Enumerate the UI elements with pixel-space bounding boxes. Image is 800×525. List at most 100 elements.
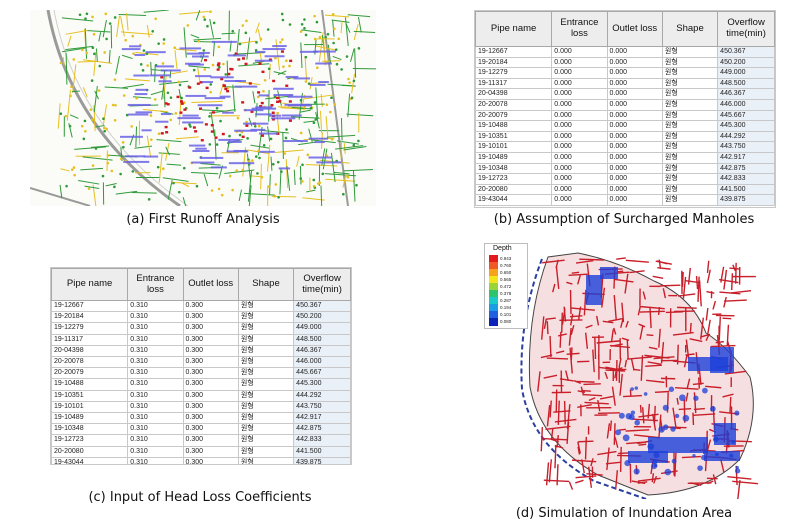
cell-outlet-loss[interactable]: 0.300 bbox=[182, 434, 239, 447]
table-row[interactable]: 20-20079 0.310 0.300 원형 445.667 bbox=[51, 367, 351, 380]
cell-pipe-name[interactable]: 19-11317 bbox=[51, 333, 129, 346]
cell-entrance-loss[interactable]: 0.000 bbox=[551, 173, 608, 185]
cell-shape[interactable]: 원형 bbox=[661, 56, 719, 69]
table-row[interactable]: 19-12667 0.000 0.000 원형 450.367 bbox=[475, 46, 775, 58]
cell-pipe-name[interactable]: 19-10351 bbox=[475, 130, 553, 143]
cell-shape[interactable]: 원형 bbox=[237, 333, 295, 346]
cell-pipe-name[interactable]: 19-43044 bbox=[475, 194, 553, 206]
cell-entrance-loss[interactable]: 0.310 bbox=[127, 333, 184, 346]
table-row[interactable]: 19-20184 0.310 0.300 원형 450.200 bbox=[51, 311, 351, 324]
cell-overflow-time[interactable]: 443.750 bbox=[293, 400, 351, 414]
cell-outlet-loss[interactable]: 0.000 bbox=[606, 173, 663, 185]
cell-pipe-name[interactable]: 20-20078 bbox=[475, 98, 553, 111]
table-row[interactable]: 19-10488 0.000 0.000 원형 445.300 bbox=[475, 120, 775, 132]
table-row[interactable]: 19-12279 0.000 0.000 원형 449.000 bbox=[475, 67, 775, 79]
column-header-entrance-loss[interactable]: Entrance loss bbox=[127, 268, 184, 301]
cell-entrance-loss[interactable]: 0.000 bbox=[551, 88, 608, 100]
table-row[interactable]: 19-10348 0.000 0.000 원형 442.875 bbox=[475, 162, 775, 175]
cell-overflow-time[interactable]: 450.367 bbox=[717, 46, 775, 58]
cell-shape[interactable]: 원형 bbox=[661, 98, 719, 111]
cell-outlet-loss[interactable]: 0.000 bbox=[606, 130, 663, 143]
cell-pipe-name[interactable]: 19-10101 bbox=[475, 141, 553, 153]
cell-overflow-time[interactable]: 442.833 bbox=[717, 173, 775, 185]
cell-shape[interactable]: 원형 bbox=[237, 356, 295, 369]
cell-shape[interactable]: 원형 bbox=[661, 183, 719, 196]
cell-entrance-loss[interactable]: 0.000 bbox=[551, 67, 608, 79]
cell-outlet-loss[interactable]: 0.000 bbox=[606, 67, 663, 79]
cell-outlet-loss[interactable]: 0.000 bbox=[606, 98, 663, 111]
cell-outlet-loss[interactable]: 0.000 bbox=[606, 162, 663, 175]
cell-entrance-loss[interactable]: 0.000 bbox=[551, 46, 608, 58]
cell-shape[interactable]: 원형 bbox=[237, 456, 295, 464]
cell-shape[interactable]: 원형 bbox=[661, 130, 719, 143]
cell-outlet-loss[interactable]: 0.300 bbox=[182, 333, 239, 346]
cell-pipe-name[interactable]: 19-12279 bbox=[475, 67, 553, 79]
cell-overflow-time[interactable]: 449.000 bbox=[293, 322, 351, 335]
cell-shape[interactable]: 원형 bbox=[661, 67, 719, 79]
table-row[interactable]: 19-12667 0.310 0.300 원형 450.367 bbox=[51, 299, 351, 313]
cell-entrance-loss[interactable]: 0.000 bbox=[551, 98, 608, 111]
cell-shape[interactable]: 원형 bbox=[661, 46, 719, 58]
table-row[interactable]: 19-43044 0.310 0.300 원형 439.875 bbox=[51, 456, 351, 464]
cell-pipe-name[interactable]: 19-10488 bbox=[51, 378, 129, 391]
cell-outlet-loss[interactable]: 0.300 bbox=[182, 378, 239, 391]
table-row[interactable]: 20-04398 0.000 0.000 원형 446.367 bbox=[475, 88, 775, 100]
column-header-pipe-name[interactable]: Pipe name bbox=[475, 11, 553, 47]
cell-pipe-name[interactable]: 19-12667 bbox=[51, 299, 129, 313]
cell-pipe-name[interactable]: 20-20080 bbox=[51, 445, 129, 458]
table-row[interactable]: 19-12723 0.310 0.300 원형 442.833 bbox=[51, 434, 351, 447]
cell-pipe-name[interactable]: 20-20080 bbox=[475, 183, 553, 196]
cell-pipe-name[interactable]: 19-11317 bbox=[475, 77, 553, 90]
cell-overflow-time[interactable]: 445.667 bbox=[293, 367, 351, 380]
cell-shape[interactable]: 원형 bbox=[661, 173, 719, 185]
cell-outlet-loss[interactable]: 0.000 bbox=[606, 56, 663, 69]
cell-shape[interactable]: 원형 bbox=[661, 109, 719, 122]
cell-entrance-loss[interactable]: 0.000 bbox=[551, 141, 608, 153]
column-header-outlet-loss[interactable]: Outlet loss bbox=[606, 11, 663, 47]
table-row[interactable]: 19-10101 0.000 0.000 원형 443.750 bbox=[475, 141, 775, 153]
cell-shape[interactable]: 원형 bbox=[237, 299, 295, 313]
cell-shape[interactable]: 원형 bbox=[661, 120, 719, 132]
cell-entrance-loss[interactable]: 0.310 bbox=[127, 367, 184, 380]
cell-overflow-time[interactable]: 450.200 bbox=[293, 311, 351, 324]
table-row[interactable]: 20-20080 0.000 0.000 원형 441.500 bbox=[475, 183, 775, 196]
cell-outlet-loss[interactable]: 0.000 bbox=[606, 194, 663, 206]
cell-entrance-loss[interactable]: 0.310 bbox=[127, 311, 184, 324]
cell-shape[interactable]: 원형 bbox=[237, 389, 295, 402]
cell-pipe-name[interactable]: 20-04398 bbox=[51, 344, 129, 358]
cell-outlet-loss[interactable]: 0.300 bbox=[182, 299, 239, 313]
cell-outlet-loss[interactable]: 0.000 bbox=[606, 109, 663, 122]
table-row[interactable]: 20-20078 0.310 0.300 원형 446.000 bbox=[51, 356, 351, 369]
cell-shape[interactable]: 원형 bbox=[661, 162, 719, 175]
cell-pipe-name[interactable]: 19-12667 bbox=[475, 46, 553, 58]
cell-entrance-loss[interactable]: 0.000 bbox=[551, 120, 608, 132]
table-row[interactable]: 19-10489 0.310 0.300 원형 442.917 bbox=[51, 412, 351, 425]
cell-overflow-time[interactable]: 448.500 bbox=[717, 77, 775, 90]
cell-outlet-loss[interactable]: 0.000 bbox=[606, 141, 663, 153]
cell-overflow-time[interactable]: 446.000 bbox=[293, 356, 351, 369]
cell-pipe-name[interactable]: 20-20079 bbox=[475, 109, 553, 122]
table-row[interactable]: 19-11317 0.000 0.000 원형 448.500 bbox=[475, 77, 775, 90]
cell-entrance-loss[interactable]: 0.310 bbox=[127, 423, 184, 436]
cell-outlet-loss[interactable]: 0.300 bbox=[182, 356, 239, 369]
column-header-overflow-time[interactable]: Overflow time(min) bbox=[717, 11, 775, 47]
cell-overflow-time[interactable]: 441.500 bbox=[293, 445, 351, 458]
cell-entrance-loss[interactable]: 0.000 bbox=[551, 194, 608, 206]
cell-overflow-time[interactable]: 439.875 bbox=[293, 456, 351, 464]
cell-entrance-loss[interactable]: 0.310 bbox=[127, 378, 184, 391]
cell-entrance-loss[interactable]: 0.310 bbox=[127, 434, 184, 447]
cell-outlet-loss[interactable]: 0.000 bbox=[606, 88, 663, 100]
cell-pipe-name[interactable]: 20-20078 bbox=[51, 356, 129, 369]
table-row[interactable]: 19-20184 0.000 0.000 원형 450.200 bbox=[475, 56, 775, 69]
cell-shape[interactable]: 원형 bbox=[237, 400, 295, 414]
cell-entrance-loss[interactable]: 0.000 bbox=[551, 77, 608, 90]
cell-shape[interactable]: 원형 bbox=[237, 311, 295, 324]
table-row[interactable]: 20-20079 0.000 0.000 원형 445.667 bbox=[475, 109, 775, 122]
cell-outlet-loss[interactable]: 0.000 bbox=[606, 77, 663, 90]
cell-pipe-name[interactable]: 19-20184 bbox=[475, 56, 553, 69]
cell-entrance-loss[interactable]: 0.310 bbox=[127, 445, 184, 458]
table-row[interactable]: 19-10488 0.310 0.300 원형 445.300 bbox=[51, 378, 351, 391]
table-row[interactable]: 20-04398 0.310 0.300 원형 446.367 bbox=[51, 344, 351, 358]
table-row[interactable]: 19-10489 0.000 0.000 원형 442.917 bbox=[475, 151, 775, 164]
cell-outlet-loss[interactable]: 0.300 bbox=[182, 456, 239, 464]
